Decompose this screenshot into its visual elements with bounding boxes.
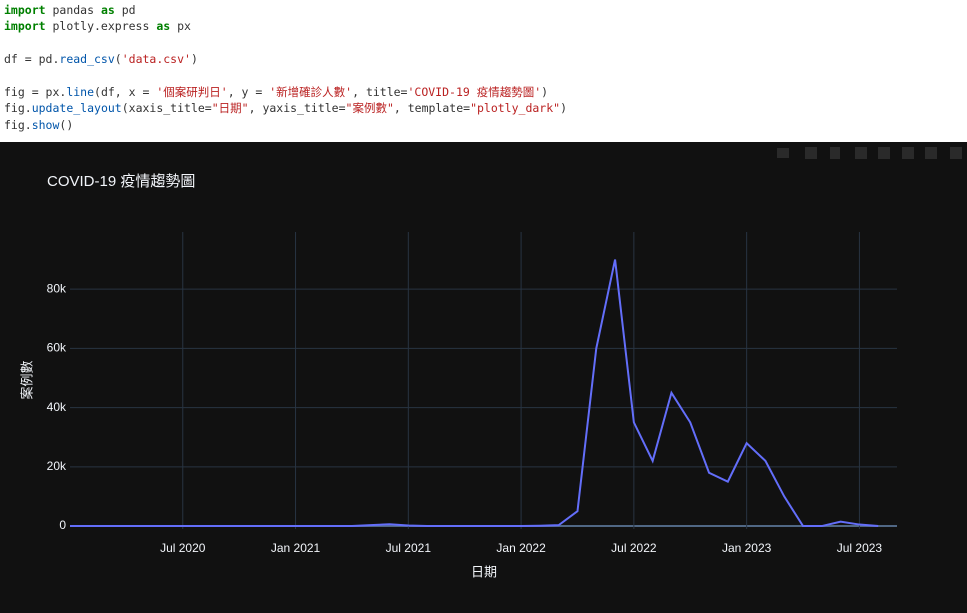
y-tick-label: 20k xyxy=(47,459,67,473)
x-tick-label: Jul 2021 xyxy=(386,541,432,555)
y-tick-label: 40k xyxy=(47,400,67,414)
x-tick-label: Jan 2021 xyxy=(271,541,321,555)
x-tick-label: Jul 2022 xyxy=(611,541,657,555)
code-line: fig.show() xyxy=(4,117,74,132)
x-axis-title: 日期 xyxy=(471,564,497,579)
chart-title: COVID-19 疫情趨勢圖 xyxy=(47,173,195,190)
modebar xyxy=(777,147,962,159)
x-tick-label: Jan 2023 xyxy=(722,541,772,555)
x-tick-label: Jul 2020 xyxy=(160,541,206,555)
code-line: fig = px.line(df, x = '個案研判日', y = '新增確診… xyxy=(4,84,549,99)
y-tick-label: 0 xyxy=(59,518,66,532)
y-axis-title: 案例數 xyxy=(19,360,34,399)
code-line: import pandas as pd xyxy=(4,3,136,17)
y-tick-label: 80k xyxy=(47,281,67,295)
y-tick-label: 60k xyxy=(47,341,67,355)
line-series xyxy=(70,259,879,528)
x-tick-label: Jul 2023 xyxy=(837,541,883,555)
code-line: fig.update_layout(xaxis_title="日期", yaxi… xyxy=(4,101,568,116)
code-line: import plotly.express as px xyxy=(4,19,191,34)
code-line: df = pd.read_csv('data.csv') xyxy=(4,52,198,67)
x-tick-label: Jan 2022 xyxy=(496,541,546,555)
chart: COVID-19 疫情趨勢圖 日期 案例數 0 20k 40k 60k 80k Jul 2… xyxy=(0,142,967,613)
chart-background xyxy=(0,142,967,613)
code-cell: import pandas as pd import plotly.expres… xyxy=(4,2,967,136)
